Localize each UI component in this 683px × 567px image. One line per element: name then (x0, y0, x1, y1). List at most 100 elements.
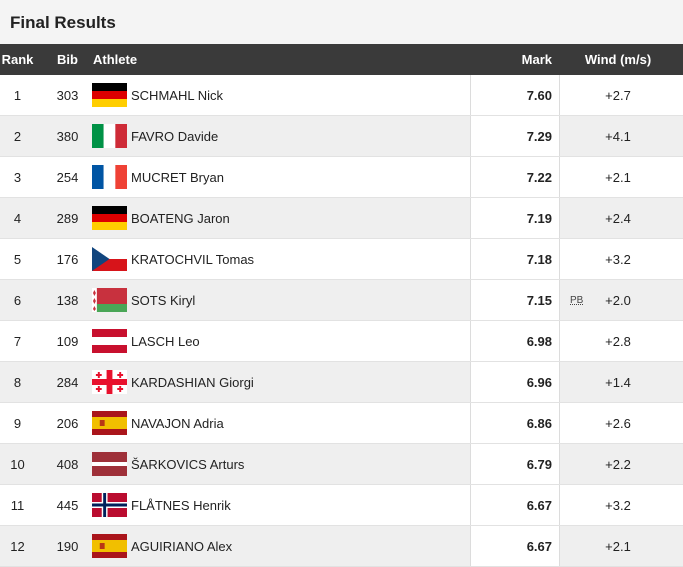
bib: 289 (56, 210, 79, 226)
mark: 6.96 (526, 374, 552, 390)
mark-column-bg (470, 157, 560, 197)
table-row: 5 176 KRATOCHVIL Tomas 7.18 +3.2 (0, 239, 683, 280)
flag (92, 239, 127, 279)
wind: +2.8 (605, 333, 631, 349)
mark-column-bg (470, 444, 560, 484)
table-row: 10 408 ŠARKOVICS Arturs 6.79 +2.2 (0, 444, 683, 485)
mark-column-bg (470, 116, 560, 156)
athlete-name: FLÅTNES Henrik (131, 497, 231, 513)
table-row: 1 303 SCHMAHL Nick 7.60 +2.7 (0, 75, 683, 116)
bib: 254 (56, 169, 79, 185)
mark: 7.29 (526, 128, 552, 144)
mark: 6.98 (526, 333, 552, 349)
flag-icon (92, 534, 127, 558)
table-row: 4 289 BOATENG Jaron 7.19 +2.4 (0, 198, 683, 239)
mark-column-bg (470, 239, 560, 279)
flag-icon (92, 493, 127, 517)
table-row: 6 138 SOTS Kiryl 7.15 PB +2.0 (0, 280, 683, 321)
athlete-name: BOATENG Jaron (131, 210, 230, 226)
flag-icon (92, 411, 127, 435)
rank: 4 (13, 210, 22, 226)
flag (92, 157, 127, 197)
bib: 176 (56, 251, 79, 267)
mark: 6.67 (526, 538, 552, 554)
bib: 138 (56, 292, 79, 308)
mark-column-bg (470, 403, 560, 443)
table-row: 9 206 NAVAJON Adria 6.86 +2.6 (0, 403, 683, 444)
flag (92, 280, 127, 320)
flag-icon (92, 288, 127, 312)
athlete-name: KRATOCHVIL Tomas (131, 251, 255, 267)
mark: 6.86 (526, 415, 552, 431)
table-row: 7 109 LASCH Leo 6.98 +2.8 (0, 321, 683, 362)
column-header: Athlete (93, 52, 138, 67)
flag (92, 526, 127, 566)
mark-column-bg (470, 485, 560, 525)
bib: 109 (56, 333, 79, 349)
note: PB (570, 294, 584, 306)
rank: 12 (10, 538, 25, 554)
athlete-name: ŠARKOVICS Arturs (131, 456, 245, 472)
mark: 7.60 (526, 87, 552, 103)
mark-column-bg (470, 362, 560, 402)
bib: 380 (56, 128, 79, 144)
title: Final Results (0, 0, 683, 44)
mark-column-bg (470, 75, 560, 115)
rank: 8 (13, 374, 22, 390)
athlete-name: KARDASHIAN Giorgi (131, 374, 254, 390)
column-header: Rank (1, 52, 34, 67)
wind: +2.1 (605, 538, 631, 554)
table-row: 2 380 FAVRO Davide 7.29 +4.1 (0, 116, 683, 157)
flag-icon (92, 329, 127, 353)
rank: 2 (13, 128, 22, 144)
wind: +2.6 (605, 415, 631, 431)
bib: 445 (56, 497, 79, 513)
column-header: Wind (m/s) (584, 52, 652, 67)
table-header: Rank Bib Athlete Mark Wind (m/s) (0, 44, 683, 75)
athlete-name: FAVRO Davide (131, 128, 219, 144)
flag (92, 403, 127, 443)
flag (92, 321, 127, 361)
flag-icon (92, 370, 127, 394)
rank: 10 (10, 456, 25, 472)
wind: +2.1 (605, 169, 631, 185)
bib: 303 (56, 87, 79, 103)
wind: +4.1 (605, 128, 631, 144)
wind: +3.2 (605, 497, 631, 513)
table-row: 3 254 MUCRET Bryan 7.22 +2.1 (0, 157, 683, 198)
flag (92, 444, 127, 484)
mark-column-bg (470, 280, 560, 320)
flag (92, 198, 127, 238)
athlete-name: SOTS Kiryl (131, 292, 196, 308)
wind: +2.2 (605, 456, 631, 472)
mark-column-bg (470, 526, 560, 566)
mark: 7.22 (526, 169, 552, 185)
athlete-name: MUCRET Bryan (131, 169, 224, 185)
rank: 9 (13, 415, 22, 431)
column-header: Mark (521, 52, 552, 67)
wind: +2.4 (605, 210, 631, 226)
mark: 7.15 (526, 292, 552, 308)
wind: +2.0 (605, 292, 631, 308)
wind: +1.4 (605, 374, 631, 390)
flag-icon (92, 165, 127, 189)
athlete-name: NAVAJON Adria (131, 415, 224, 431)
mark: 7.18 (526, 251, 552, 267)
athlete-name: LASCH Leo (131, 333, 200, 349)
flag (92, 362, 127, 402)
flag-icon (92, 247, 127, 271)
flag-icon (92, 124, 127, 148)
mark: 6.67 (526, 497, 552, 513)
table-row: 11 445 FLÅTNES Henrik 6.67 +3.2 (0, 485, 683, 526)
rank: 3 (13, 169, 22, 185)
mark-column-bg (470, 198, 560, 238)
rank: 6 (13, 292, 22, 308)
wind: +2.7 (605, 87, 631, 103)
flag (92, 485, 127, 525)
flag (92, 116, 127, 156)
athlete-name: AGUIRIANO Alex (131, 538, 233, 554)
wind: +3.2 (605, 251, 631, 267)
flag (92, 75, 127, 115)
table-row: 8 284 KARDASHIAN Giorgi 6.96 +1.4 (0, 362, 683, 403)
